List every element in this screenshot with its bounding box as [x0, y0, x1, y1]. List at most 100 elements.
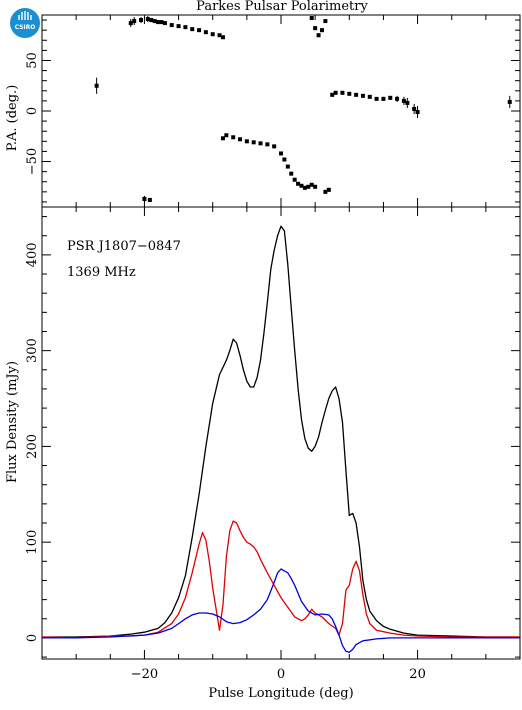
pa-point [197, 28, 202, 33]
pa-marker [244, 139, 249, 144]
pa-point [306, 184, 311, 189]
pa-marker [176, 24, 181, 29]
bottom-x-tick-labels: −20 0 20 [131, 667, 426, 682]
pa-point [265, 142, 270, 147]
pa-point [326, 187, 331, 192]
top-panel-frame [41, 14, 521, 208]
pa-marker [265, 142, 270, 147]
pa-point [323, 189, 328, 194]
bottom-y-tick-label: 300 [25, 338, 40, 363]
pa-point [220, 136, 225, 141]
axis-ticks [42, 15, 520, 659]
pa-marker [149, 18, 154, 23]
chart-title: Parkes Pulsar Polarimetry [196, 0, 368, 14]
pa-marker [190, 27, 195, 32]
pa-point [296, 181, 301, 186]
pa-marker [302, 185, 307, 190]
pa-point [340, 90, 345, 95]
pa-marker [360, 93, 365, 98]
pa-marker [381, 96, 386, 101]
pa-point [415, 105, 420, 119]
pa-marker [238, 137, 243, 142]
pa-point [258, 141, 263, 146]
pa-point [220, 35, 225, 40]
pa-point [190, 27, 195, 32]
pa-marker [159, 20, 164, 25]
bottom-y-tick-label: 200 [25, 434, 40, 459]
pa-marker [282, 157, 287, 162]
pa-marker [210, 32, 215, 37]
bottom-y-tick-label: 0 [25, 634, 40, 642]
x-tick-label: 0 [277, 667, 285, 682]
x-axis-label: Pulse Longitude (deg) [208, 686, 353, 701]
pa-marker [401, 98, 406, 103]
pa-point [203, 30, 208, 35]
top-y-tick-label: 50 [25, 52, 40, 69]
pa-marker [132, 19, 137, 24]
pa-marker [231, 135, 236, 140]
pa-marker [309, 16, 314, 21]
pa-marker [220, 35, 225, 40]
pa-point [412, 103, 417, 115]
pa-marker [323, 189, 328, 194]
pa-point [330, 92, 335, 97]
pa-point [316, 33, 321, 38]
pa-marker [367, 94, 372, 99]
pa-point [360, 93, 365, 98]
pa-point [94, 77, 99, 94]
pa-marker [388, 95, 393, 100]
pa-marker [285, 164, 290, 169]
pa-point [289, 171, 294, 176]
pa-point [313, 184, 318, 189]
pa-point [159, 20, 164, 25]
pa-marker [323, 19, 328, 24]
pa-point [217, 33, 222, 38]
pa-point [309, 182, 314, 187]
pa-marker [347, 91, 352, 96]
pa-marker [395, 96, 400, 101]
profile-lines [41, 225, 520, 653]
bottom-y-axis-label: Flux Density (mJy) [5, 361, 20, 483]
pa-point [405, 97, 410, 108]
pa-point [238, 137, 243, 142]
pa-marker [306, 184, 311, 189]
pa-point [224, 133, 229, 138]
pa-marker [374, 96, 379, 101]
pa-point [272, 144, 277, 149]
pa-point [395, 95, 400, 102]
pa-point [401, 96, 406, 105]
pa-point [354, 92, 359, 97]
pa-point [285, 164, 290, 169]
pa-marker [94, 83, 99, 88]
pa-point [244, 139, 249, 144]
pa-marker [296, 181, 301, 186]
bottom-y-tick-labels: 0 100 200 300 400 [25, 242, 40, 642]
pa-point [299, 183, 304, 188]
pa-marker [292, 177, 297, 182]
pulsar-name-annotation: PSR J1807−0847 [67, 239, 181, 254]
pa-marker [313, 26, 318, 31]
pa-point [210, 32, 215, 37]
pa-point [132, 17, 137, 26]
pa-point [147, 197, 152, 202]
pa-point [149, 18, 154, 23]
pa-marker [319, 28, 324, 33]
pa-marker [299, 183, 304, 188]
pa-marker [128, 21, 133, 26]
pa-point [367, 94, 372, 99]
pa-marker [289, 171, 294, 176]
pa-point [388, 95, 393, 100]
top-y-tick-labels: −50 0 50 [25, 52, 40, 175]
pa-point [169, 23, 174, 28]
pa-marker [279, 151, 283, 156]
pa-point [347, 91, 352, 96]
pa-point [319, 28, 324, 33]
pa-point [152, 19, 157, 24]
pa-marker [333, 90, 338, 95]
pa-marker [145, 17, 150, 22]
pa-point [183, 25, 188, 30]
pa-marker [183, 25, 188, 30]
pa-marker [405, 100, 410, 105]
pa-point [302, 185, 307, 190]
